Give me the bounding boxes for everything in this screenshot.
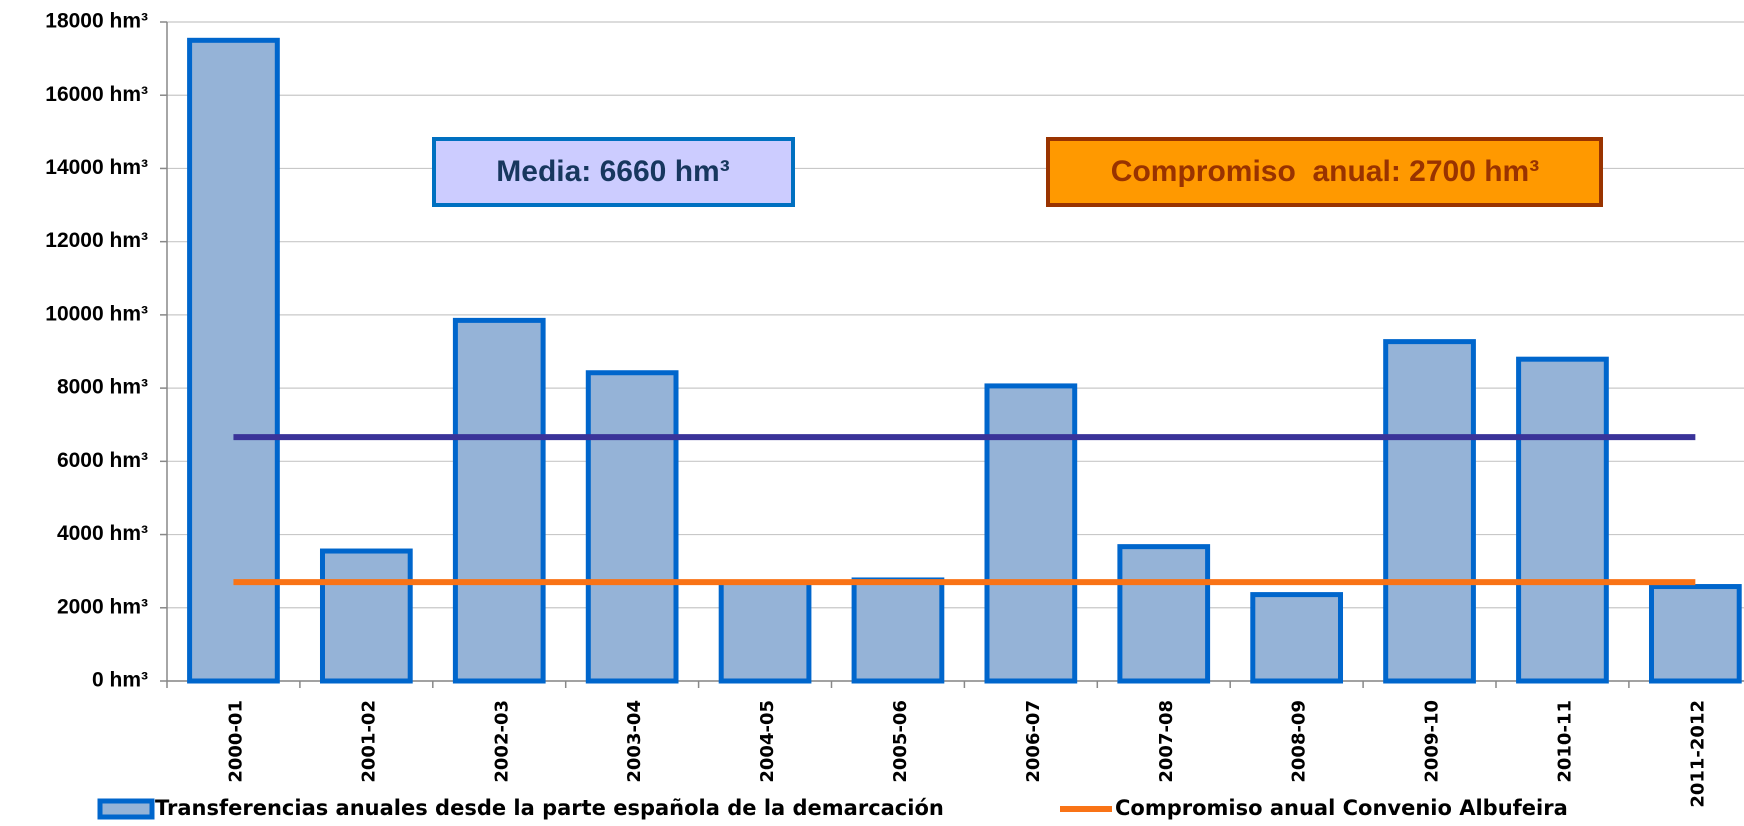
legend-swatch [97,798,155,820]
annotation: Compromiso anual: 2700 hm³ [1111,155,1539,188]
annotation-box [1046,137,1603,207]
x-tick-label: 2000-01 [225,700,246,783]
annotation: Media: 6660 hm³ [496,155,729,188]
legend-label: Compromiso anual Convenio Albufeira [1115,796,1568,820]
bar [851,577,945,684]
x-tick-label: 2001-02 [358,700,379,783]
x-tick-label: 2011-2012 [1687,700,1708,808]
x-tick-label: 2007-08 [1156,700,1177,783]
y-tick-label: 0 hm³ [92,669,148,692]
bar [1117,544,1211,684]
data-layer [187,37,1742,684]
y-tick-label: 12000 hm³ [45,229,148,252]
x-tick-label: 2005-06 [890,700,911,783]
x-tick-label: 2004-05 [757,700,778,783]
x-tick-label: 2010-11 [1554,700,1575,783]
x-tick-label: 2009-10 [1422,700,1443,783]
x-tick-label: 2008-09 [1289,700,1310,783]
legend-label: Transferencias anuales desde la parte es… [155,796,944,820]
y-tick-label: 10000 hm³ [45,302,148,325]
x-tick-label: 2003-04 [624,700,645,783]
bar [718,579,812,684]
x-tick-label: 2006-07 [1023,700,1044,783]
bar [1250,592,1344,684]
y-tick-label: 18000 hm³ [45,10,148,33]
y-tick-label: 16000 hm³ [45,83,148,106]
y-tick-label: 14000 hm³ [45,156,148,179]
y-tick-label: 4000 hm³ [57,522,148,545]
annotation-box [432,137,795,207]
y-tick-label: 2000 hm³ [57,595,148,618]
bar [1383,339,1476,684]
bar [319,548,413,684]
bar [1648,584,1742,684]
y-tick-label: 8000 hm³ [57,376,148,399]
y-tick-label: 6000 hm³ [57,449,148,472]
grid-layer [160,21,1744,688]
x-tick-label: 2002-03 [491,700,512,783]
bar [585,370,679,684]
bar [1516,356,1609,684]
bar [187,37,280,684]
bar [984,383,1078,684]
bar [452,317,546,684]
